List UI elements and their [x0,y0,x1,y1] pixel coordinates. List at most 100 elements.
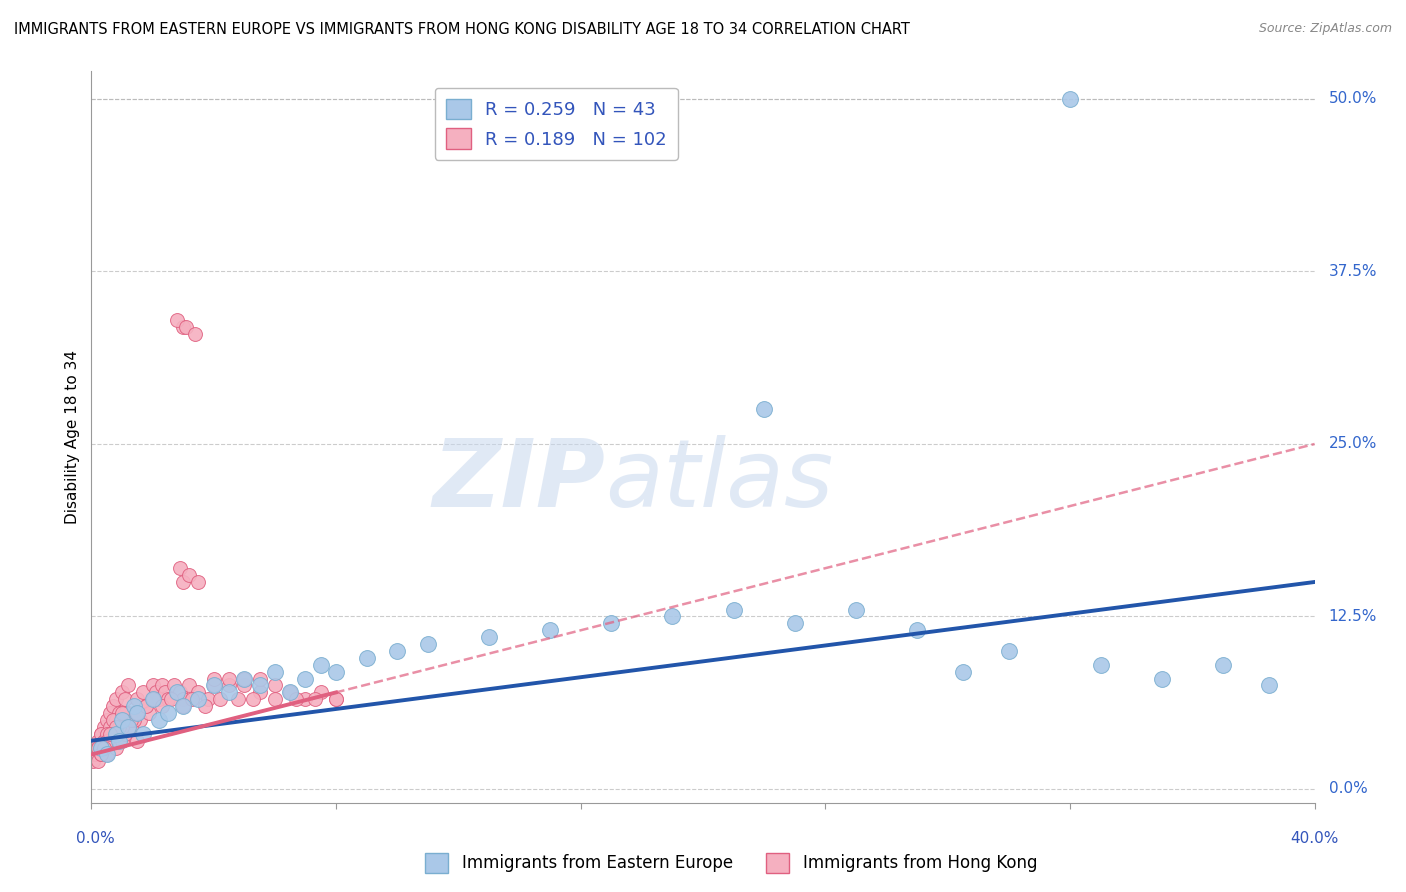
Point [242,692,264,706]
Point [202,678,225,692]
Point [141,692,163,706]
Y-axis label: Disability Age 18 to 34: Disability Age 18 to 34 [65,350,80,524]
Point [86,755,108,769]
Point [304,692,326,706]
Point [98,727,121,741]
Point [1257,678,1279,692]
Point [90,740,112,755]
Point [93,720,115,734]
Point [356,651,378,665]
Point [90,727,112,741]
Point [181,692,204,706]
Point [129,713,152,727]
Point [197,692,219,706]
Point [193,699,215,714]
Point [783,616,806,631]
Point [166,312,188,326]
Point [104,692,127,706]
Point [114,692,136,706]
Point [111,720,134,734]
Point [150,678,173,692]
Point [122,699,145,714]
Text: 0.0%: 0.0% [1329,781,1368,797]
Point [172,699,194,714]
Point [108,733,131,747]
Point [172,319,194,334]
Point [122,706,145,720]
Point [249,672,271,686]
Point [538,624,561,638]
Point [96,733,118,747]
Point [127,692,149,706]
Point [1059,92,1081,106]
Point [264,692,287,706]
Text: ZIP: ZIP [432,435,605,527]
Point [83,747,105,762]
Point [104,740,127,755]
Point [723,602,745,616]
Text: 50.0%: 50.0% [1329,92,1376,106]
Point [218,685,240,699]
Point [127,733,149,747]
Point [93,740,115,755]
Point [98,733,121,747]
Point [998,644,1021,658]
Point [249,678,271,692]
Point [117,706,139,720]
Point [309,685,332,699]
Point [169,561,191,575]
Point [117,720,139,734]
Point [174,319,197,334]
Point [127,706,149,720]
Point [96,747,118,762]
Text: 40.0%: 40.0% [1291,831,1339,846]
Point [98,720,121,734]
Text: 37.5%: 37.5% [1329,264,1376,279]
Text: 12.5%: 12.5% [1329,609,1376,624]
Point [148,692,170,706]
Point [208,692,231,706]
Point [82,755,104,769]
Point [1212,657,1234,672]
Point [179,678,201,692]
Point [132,685,155,699]
Point [156,692,179,706]
Point [184,326,207,341]
Point [845,602,868,616]
Point [218,678,240,692]
Point [141,678,163,692]
Point [249,685,271,699]
Point [294,672,316,686]
Point [111,733,134,747]
Point [187,685,209,699]
Point [104,713,127,727]
Point [325,665,347,679]
Point [93,733,115,747]
Point [117,678,139,692]
Point [264,665,287,679]
Point [172,699,194,714]
Point [135,699,157,714]
Point [127,706,149,720]
Point [83,740,105,755]
Point [108,720,131,734]
Point [905,624,928,638]
Point [108,720,131,734]
Text: Source: ZipAtlas.com: Source: ZipAtlas.com [1258,22,1392,36]
Point [952,665,974,679]
Point [218,672,240,686]
Point [84,747,107,762]
Point [98,706,121,720]
Point [101,727,124,741]
Point [96,747,118,762]
Point [104,727,127,741]
Text: atlas: atlas [605,435,834,526]
Point [148,713,170,727]
Point [141,692,163,706]
Point [117,713,139,727]
Point [150,699,173,714]
Point [294,692,316,706]
Point [325,692,347,706]
Point [754,402,776,417]
Point [278,685,301,699]
